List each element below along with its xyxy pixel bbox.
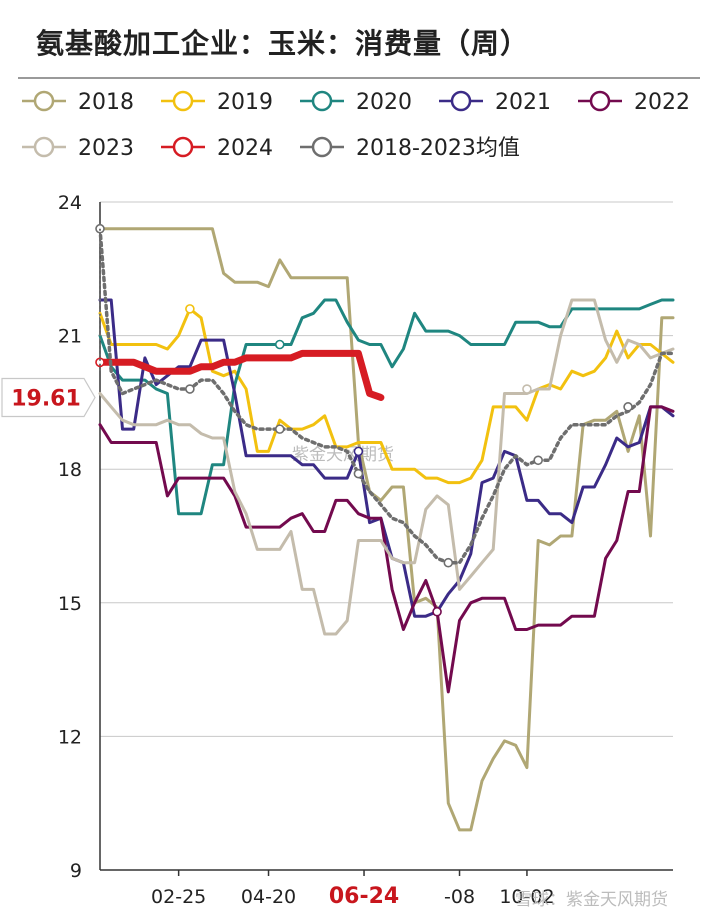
series-1 — [98, 304, 675, 485]
grid-lines — [100, 201, 673, 737]
legend-label-6: 2024 — [217, 136, 273, 161]
series-point-7-5 — [533, 455, 543, 466]
series-point-7-3 — [353, 468, 364, 479]
series-line-2 — [98, 298, 675, 516]
series-point-3-0 — [353, 446, 364, 457]
series-point-4-0 — [432, 606, 442, 617]
series-7 — [95, 223, 675, 568]
series-point-2-0 — [274, 339, 285, 350]
corner-watermark: 雪球：紫金天风期货 — [515, 890, 668, 910]
legend-label-3: 2021 — [495, 90, 551, 115]
series-3 — [98, 298, 675, 618]
x-tick-label-2: 06-24 — [329, 884, 399, 909]
legend-label-1: 2019 — [217, 90, 273, 115]
y-tick-label-15: 15 — [58, 593, 82, 615]
series-6 — [95, 349, 385, 401]
axes: 9 12 15 18 21 24 02-25 04-20 06-24 -08 10-02 — [58, 192, 673, 909]
x-tick-label-3: -08 — [444, 886, 475, 908]
series-point-7-6 — [623, 402, 633, 412]
legend-label-4: 2022 — [634, 90, 690, 115]
y-tick-label-9: 9 — [70, 860, 82, 882]
legend-swatch-marker-7 — [311, 136, 333, 158]
series-line-3 — [98, 298, 675, 618]
center-watermark: 紫金天风期货 — [292, 445, 394, 465]
legend-item-0: 2018 — [22, 90, 134, 115]
legend-swatch-marker-5 — [33, 136, 55, 158]
series-point-7-2 — [274, 424, 285, 434]
legend-swatch-marker-1 — [172, 90, 194, 112]
series-line-4 — [98, 405, 675, 694]
y-tick-label-24: 24 — [58, 192, 82, 214]
value-callout: 19.61 — [1, 377, 96, 418]
y-tick-label-18: 18 — [58, 459, 82, 481]
chart-title: 氨基酸加工企业：玉米：消费量（周） — [36, 27, 530, 60]
title-divider — [18, 77, 700, 79]
series-0 — [98, 227, 675, 832]
legend-label-7: 2018-2023均值 — [356, 136, 520, 161]
legend-swatch-marker-0 — [33, 90, 55, 112]
series-line-1 — [98, 307, 675, 485]
legend-swatch-marker-4 — [589, 90, 611, 112]
series-4 — [98, 405, 675, 694]
callout-box — [1, 377, 96, 418]
series-line-7 — [98, 226, 675, 565]
legend-label-2: 2020 — [356, 90, 412, 115]
series-5 — [98, 298, 675, 636]
legend-item-7: 2018-2023均值 — [300, 136, 520, 161]
series-point-7-4 — [443, 557, 454, 568]
series-point-1-0 — [185, 304, 195, 314]
x-tick-label-1: 04-20 — [241, 886, 296, 908]
legend-label-5: 2023 — [78, 136, 134, 161]
legend-item-2: 2020 — [300, 90, 412, 115]
x-tick-label-4: 10-02 — [499, 886, 554, 908]
legend-swatch-marker-3 — [450, 90, 472, 112]
series-point-7-1 — [185, 384, 195, 394]
legend: 2018 2019 2020 2021 2022 2023 2024 2018-2023均值 — [22, 90, 690, 161]
series-layer — [95, 223, 675, 832]
legend-swatch-marker-6 — [172, 136, 194, 158]
legend-swatch-marker-2 — [311, 90, 333, 112]
series-point-6-0 — [95, 357, 105, 368]
legend-item-3: 2021 — [439, 90, 551, 115]
series-line-5 — [98, 298, 675, 636]
legend-item-5: 2023 — [22, 136, 134, 161]
series-2 — [98, 298, 675, 516]
y-tick-label-12: 12 — [58, 726, 82, 748]
y-tick-label-21: 21 — [58, 326, 82, 348]
callout-label: 19.61 — [11, 387, 81, 412]
legend-item-6: 2024 — [161, 136, 273, 161]
series-line-6 — [96, 349, 385, 401]
legend-item-4: 2022 — [578, 90, 690, 115]
series-line-0 — [98, 227, 675, 832]
legend-label-0: 2018 — [78, 90, 134, 115]
series-point-5-0 — [522, 384, 532, 394]
x-tick-label-0: 02-25 — [151, 886, 206, 908]
legend-item-1: 2019 — [161, 90, 273, 115]
